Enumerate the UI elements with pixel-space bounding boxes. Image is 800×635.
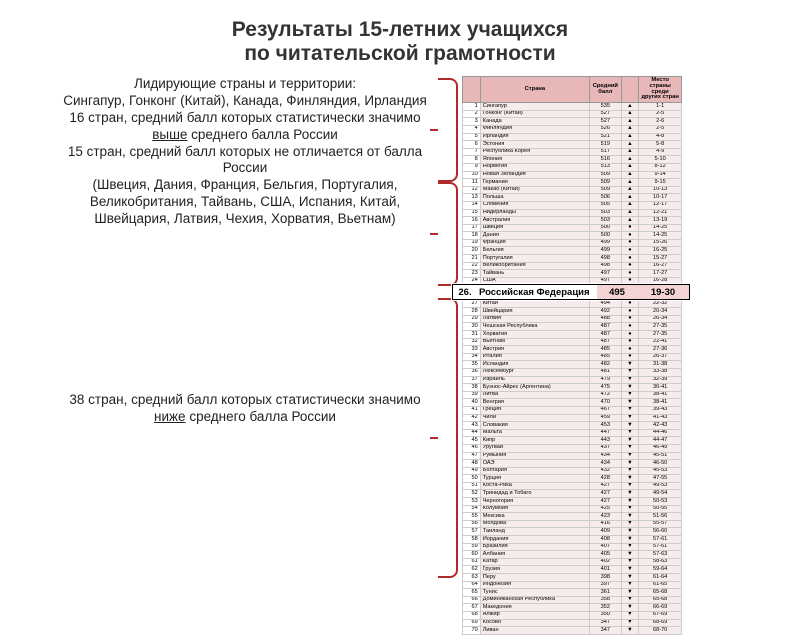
table-row: 7Республика Корея517▲4-9 xyxy=(463,148,682,156)
group-below: 38 стран, средний балл которых статистич… xyxy=(60,392,430,426)
table-row: 60Албания405▼57-63 xyxy=(463,551,682,559)
table-row: 40Венгрия470▼38-41 xyxy=(463,399,682,407)
table-row: 16Австралия503▲13-19 xyxy=(463,217,682,225)
table-row: 41Греция467▼39-43 xyxy=(463,406,682,414)
russia-name: Российская Федерация xyxy=(477,287,597,298)
above-text: 16 стран, средний балл которых статистич… xyxy=(60,110,430,144)
table-row: 21Португалия498●15-27 xyxy=(463,255,682,263)
col-score: Средний балл xyxy=(590,77,622,103)
table-row: 4Финляндия526▲2-5 xyxy=(463,125,682,133)
table-row: 46Уругвай437▼46-49 xyxy=(463,444,682,452)
ranking-table: Страна Средний балл Место страны среди д… xyxy=(462,76,682,635)
table-row: 30Чешская Республика487●27-35 xyxy=(463,323,682,331)
table-row: 31Хорватия487●27-35 xyxy=(463,331,682,339)
group-above: Лидирующие страны и территории: Сингапур… xyxy=(60,76,430,228)
table-row: 44Мальта447▼44-46 xyxy=(463,429,682,437)
table-row: 35Исландия482▼31-38 xyxy=(463,361,682,369)
table-row: 62Грузия401▼59-64 xyxy=(463,566,682,574)
col-mark xyxy=(621,77,639,103)
above-pre: 16 стран, средний балл которых статистич… xyxy=(69,110,420,125)
table-row: 12Макао (Китай)509▲10-13 xyxy=(463,186,682,194)
table-row: 47Румыния434▼45-51 xyxy=(463,452,682,460)
below-underline: ниже xyxy=(154,409,186,424)
table-row: 8Япония516▲5-10 xyxy=(463,156,682,164)
table-row: 61Катар402▼58-63 xyxy=(463,558,682,566)
table-row: 10Новая Зеландия509▲9-14 xyxy=(463,171,682,179)
table-row: 63Перу398▼61-64 xyxy=(463,574,682,582)
russia-range: 19-30 xyxy=(637,285,689,299)
below-pre: 38 стран, средний балл которых статистич… xyxy=(69,392,420,407)
table-row: 58Иордания408▼57-61 xyxy=(463,536,682,544)
table-row: 64Индонезия397▼61-65 xyxy=(463,581,682,589)
page-title: Результаты 15-летних учащихся по читател… xyxy=(0,0,800,72)
table-row: 15Нидерланды503▲12-21 xyxy=(463,209,682,217)
table-row: 55Мексика423▼51-56 xyxy=(463,513,682,521)
table-row: 50Турция428▼47-55 xyxy=(463,475,682,483)
table-row: 69Косово347▼68-69 xyxy=(463,619,682,627)
table-row: 67Македония352▼66-69 xyxy=(463,604,682,612)
brace-mid xyxy=(438,182,458,286)
same-head: 15 стран, средний балл которых не отлича… xyxy=(60,144,430,178)
table-row: 49Болгария432▼45-53 xyxy=(463,467,682,475)
table-row: 59Бразилия407▼57-61 xyxy=(463,543,682,551)
col-country: Страна xyxy=(480,77,589,103)
col-rank xyxy=(463,77,481,103)
table-row: 54Колумбия425▼50-55 xyxy=(463,505,682,513)
russia-score: 495 xyxy=(597,285,637,299)
table-row: 29Латвия488●26-34 xyxy=(463,315,682,323)
table-row: 65Тунис361▼65-68 xyxy=(463,589,682,597)
same-list: (Швеция, Дания, Франция, Бельгия, Португ… xyxy=(60,177,430,228)
table-row: 5Ирландия521▲4-8 xyxy=(463,133,682,141)
table-header-row: Страна Средний балл Место страны среди д… xyxy=(463,77,682,103)
table-row: 53Черногория427▼50-53 xyxy=(463,498,682,506)
table-row: 34Италия485●26-37 xyxy=(463,353,682,361)
table-row: 39Литва472▼38-41 xyxy=(463,391,682,399)
table-row: 18Дания500●14-25 xyxy=(463,232,682,240)
above-post: среднего балла России xyxy=(187,127,337,142)
table-row: 68Алжир350▼67-69 xyxy=(463,611,682,619)
table-row: 66Доминиканская Республика358▼65-68 xyxy=(463,596,682,604)
table-row: 27Китай494●22-32 xyxy=(463,300,682,308)
table-row: 2Гонконг (Китай)527▲2-5 xyxy=(463,110,682,118)
table-row: 43Словакия453▼42-43 xyxy=(463,422,682,430)
leaders-label: Лидирующие страны и территории: xyxy=(60,76,430,93)
table-row: 33Австрия485●27-36 xyxy=(463,346,682,354)
brace-bottom xyxy=(438,298,458,578)
table-row: 20Бельгия499●16-25 xyxy=(463,247,682,255)
table-row: 57Таиланд409▼56-60 xyxy=(463,528,682,536)
russia-highlight-row: 26. Российская Федерация 495 19-30 xyxy=(452,284,690,300)
table-row: 9Норвегия513▲8-12 xyxy=(463,163,682,171)
leaders-list: Сингапур, Гонконг (Китай), Канада, Финля… xyxy=(60,93,430,110)
table-row: 42Чили459▼41-43 xyxy=(463,414,682,422)
table-row: 48ОАЭ434▼46-50 xyxy=(463,460,682,468)
table-row: 56Молдова416▼55-57 xyxy=(463,520,682,528)
table-row: 28Швейцария492●20-34 xyxy=(463,308,682,316)
table-row: 32Вьетнам487●22-41 xyxy=(463,338,682,346)
table-row: 22Великобритания498●16-27 xyxy=(463,262,682,270)
table-row: 51Коста-Рика427▼49-53 xyxy=(463,482,682,490)
table-row: 13Польша506▲10-17 xyxy=(463,194,682,202)
brace-top xyxy=(438,78,458,182)
table-row: 37Израиль479▼32-39 xyxy=(463,376,682,384)
table-row: 45Кипр443▼44-47 xyxy=(463,437,682,445)
table-row: 52Тринидад и Тобаго427▼49-54 xyxy=(463,490,682,498)
table-row: 19Франция499●15-26 xyxy=(463,239,682,247)
table-row: 70Ливан347▼68-70 xyxy=(463,627,682,635)
table-row: 38Буэнос-Айрес (Аргентина)475▼30-41 xyxy=(463,384,682,392)
table-row: 17Швеция500●14-25 xyxy=(463,224,682,232)
content-area: Лидирующие страны и территории: Сингапур… xyxy=(0,76,800,586)
table-row: 1Сингапур535▲1-1 xyxy=(463,103,682,111)
table-row: 36Люксембург481▼33-38 xyxy=(463,368,682,376)
below-post: среднего балла России xyxy=(186,409,336,424)
table-row: 3Канада527▲2-6 xyxy=(463,118,682,126)
table-row: 11Германия509▲9-15 xyxy=(463,179,682,187)
title-line1: Результаты 15-летних учащихся xyxy=(232,18,568,41)
title-line2: по читательской грамотности xyxy=(244,42,555,65)
table-row: 14Словения505▲12-17 xyxy=(463,201,682,209)
table-row: 6Эстония519▲5-8 xyxy=(463,141,682,149)
table-row: 23Тайвань497●17-27 xyxy=(463,270,682,278)
above-underline: выше xyxy=(152,127,187,142)
col-range: Место страны среди других стран xyxy=(639,77,682,103)
russia-rank: 26. xyxy=(453,287,477,298)
